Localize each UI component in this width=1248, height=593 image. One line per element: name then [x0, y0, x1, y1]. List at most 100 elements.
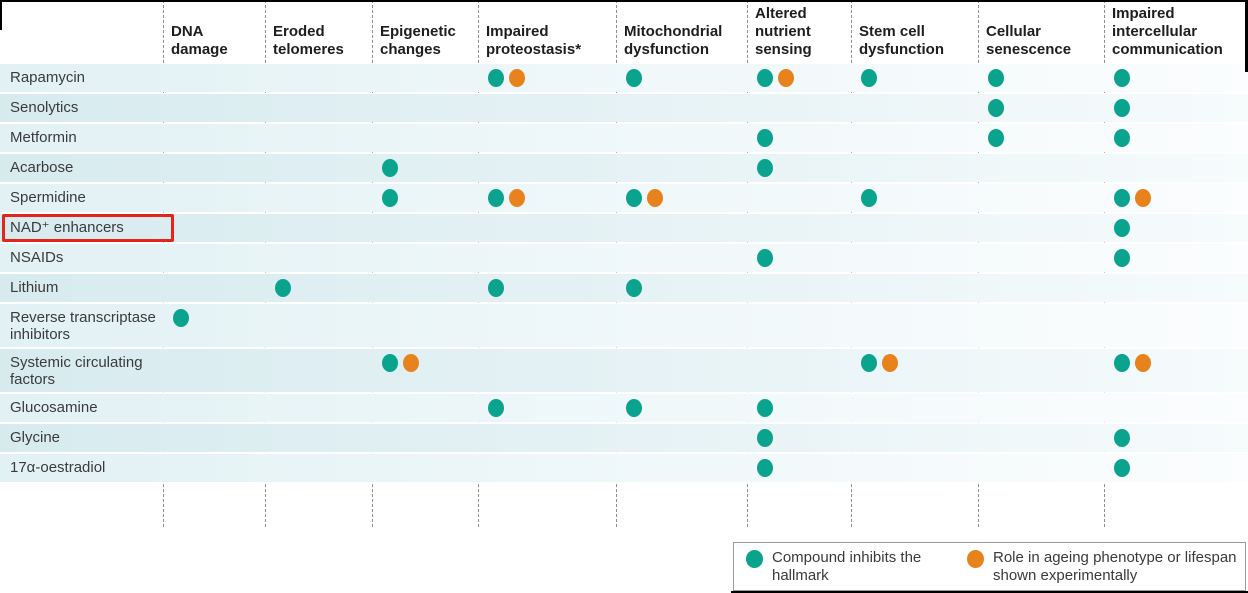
cell-rapamycin-epigenetic-changes: [372, 64, 478, 92]
inhibits-dot-icon: [861, 189, 877, 207]
cell-spermidine-impaired-proteostasis: [478, 184, 616, 212]
row-nsaids: NSAIDs: [0, 244, 1248, 272]
cell-glucosamine-cellular-senescence: [978, 394, 1104, 422]
cell-glycine-dna-damage: [163, 424, 265, 452]
cell-nsaids-impaired-proteostasis: [478, 244, 616, 272]
inhibits-dot-icon: [1114, 459, 1130, 477]
row-label: Senolytics: [0, 94, 163, 122]
cell-systemic-circulating-factors-eroded-telomeres: [265, 349, 372, 392]
cell-metformin-mitochondrial-dysfunction: [616, 124, 747, 152]
row-label-text: Rapamycin: [10, 69, 86, 86]
inhibits-dot-icon: [757, 129, 773, 147]
inhibits-dot-icon: [275, 279, 291, 297]
cell-nad-enhancers-stem-cell-dysfunction: [851, 214, 978, 242]
cell-rapamycin-impaired-intercellular-communication: [1104, 64, 1248, 92]
cell-lithium-mitochondrial-dysfunction: [616, 274, 747, 302]
cell-nsaids-impaired-intercellular-communication: [1104, 244, 1248, 272]
legend-item-experimental: Role in ageing phenotype or lifespan sho…: [967, 549, 1241, 590]
inhibits-dot-icon: [382, 159, 398, 177]
experimental-dot-icon: [1135, 354, 1151, 372]
cell-nad-enhancers-impaired-proteostasis: [478, 214, 616, 242]
column-header-cellular-senescence: Cellular senescence: [978, 0, 1104, 64]
cell-nad-enhancers-altered-nutrient-sensing: [747, 214, 851, 242]
cell-glucosamine-stem-cell-dysfunction: [851, 394, 978, 422]
inhibits-dot-icon: [861, 354, 877, 372]
inhibits-dot-icon: [757, 69, 773, 87]
column-header-epigenetic-changes: Epigenetic changes: [372, 0, 478, 64]
inhibits-dot-icon: [488, 279, 504, 297]
cell-systemic-circulating-factors-impaired-intercellular-communication: [1104, 349, 1248, 392]
inhibits-dot-icon: [746, 550, 763, 568]
cell-systemic-circulating-factors-mitochondrial-dysfunction: [616, 349, 747, 392]
cell-nsaids-dna-damage: [163, 244, 265, 272]
cell-reverse-transcriptase-inhibitors-dna-damage: [163, 304, 265, 347]
column-header-label: Altered nutrient sensing: [755, 5, 812, 58]
inhibits-dot-icon: [1114, 189, 1130, 207]
inhibits-dot-icon: [757, 399, 773, 417]
inhibits-dot-icon: [757, 459, 773, 477]
column-header-eroded-telomeres: Eroded telomeres: [265, 0, 372, 64]
cell-glycine-mitochondrial-dysfunction: [616, 424, 747, 452]
row-label: Rapamycin: [0, 64, 163, 92]
column-header-label: DNA damage: [171, 23, 228, 58]
cell-rapamycin-cellular-senescence: [978, 64, 1104, 92]
cell-nad-enhancers-epigenetic-changes: [372, 214, 478, 242]
row-label: Systemic circulating factors: [0, 349, 163, 392]
experimental-dot-icon: [967, 550, 984, 568]
experimental-dot-icon: [509, 189, 525, 207]
cell-17-oestradiol-stem-cell-dysfunction: [851, 454, 978, 482]
column-header-row: DNA damage Eroded telomeres Epigenetic cha…: [0, 0, 1248, 64]
cell-acarbose-dna-damage: [163, 154, 265, 182]
cell-acarbose-altered-nutrient-sensing: [747, 154, 851, 182]
inhibits-dot-icon: [1114, 99, 1130, 117]
row-label: Reverse transcriptase inhibitors: [0, 304, 163, 347]
cell-metformin-stem-cell-dysfunction: [851, 124, 978, 152]
cell-spermidine-mitochondrial-dysfunction: [616, 184, 747, 212]
experimental-dot-icon: [1135, 189, 1151, 207]
figure-frame-right: [1245, 0, 1248, 72]
row-label: Acarbose: [0, 154, 163, 182]
row-label-text: NSAIDs: [10, 249, 64, 266]
cell-rapamycin-dna-damage: [163, 64, 265, 92]
corner-spacer: [0, 0, 163, 64]
inhibits-dot-icon: [757, 159, 773, 177]
cell-metformin-eroded-telomeres: [265, 124, 372, 152]
row-label-text: NAD⁺ enhancers: [10, 219, 124, 236]
row-systemic-circulating-factors: Systemic circulating factors: [0, 349, 1248, 392]
cell-spermidine-stem-cell-dysfunction: [851, 184, 978, 212]
cell-spermidine-impaired-intercellular-communication: [1104, 184, 1248, 212]
column-header-label: Cellular senescence: [986, 23, 1072, 58]
row-label: Lithium: [0, 274, 163, 302]
cell-acarbose-eroded-telomeres: [265, 154, 372, 182]
inhibits-dot-icon: [861, 69, 877, 87]
row-acarbose: Acarbose: [0, 154, 1248, 182]
inhibits-dot-icon: [757, 429, 773, 447]
inhibits-dot-icon: [626, 69, 642, 87]
row-glycine: Glycine: [0, 424, 1248, 452]
cell-glucosamine-altered-nutrient-sensing: [747, 394, 851, 422]
cell-reverse-transcriptase-inhibitors-eroded-telomeres: [265, 304, 372, 347]
column-header-impaired-proteostasis: Impaired proteostasis*: [478, 0, 616, 64]
cell-acarbose-impaired-intercellular-communication: [1104, 154, 1248, 182]
cell-spermidine-dna-damage: [163, 184, 265, 212]
cell-senolytics-altered-nutrient-sensing: [747, 94, 851, 122]
cell-metformin-impaired-intercellular-communication: [1104, 124, 1248, 152]
cell-17-oestradiol-cellular-senescence: [978, 454, 1104, 482]
cell-rapamycin-eroded-telomeres: [265, 64, 372, 92]
inhibits-dot-icon: [1114, 69, 1130, 87]
matrix-grid: DNA damage Eroded telomeres Epigenetic cha…: [0, 0, 1248, 482]
inhibits-dot-icon: [1114, 249, 1130, 267]
experimental-dot-icon: [647, 189, 663, 207]
column-header-mitochondrial-dysfunction: Mitochondrial dysfunction: [616, 0, 747, 64]
cell-nsaids-eroded-telomeres: [265, 244, 372, 272]
cell-lithium-epigenetic-changes: [372, 274, 478, 302]
row-label-text: Systemic circulating factors: [10, 354, 143, 388]
row-rapamycin: Rapamycin: [0, 64, 1248, 92]
experimental-dot-icon: [778, 69, 794, 87]
cell-17-oestradiol-eroded-telomeres: [265, 454, 372, 482]
cell-glycine-impaired-proteostasis: [478, 424, 616, 452]
cell-systemic-circulating-factors-impaired-proteostasis: [478, 349, 616, 392]
cell-lithium-dna-damage: [163, 274, 265, 302]
row-label: NAD⁺ enhancers: [0, 214, 174, 242]
cell-reverse-transcriptase-inhibitors-stem-cell-dysfunction: [851, 304, 978, 347]
